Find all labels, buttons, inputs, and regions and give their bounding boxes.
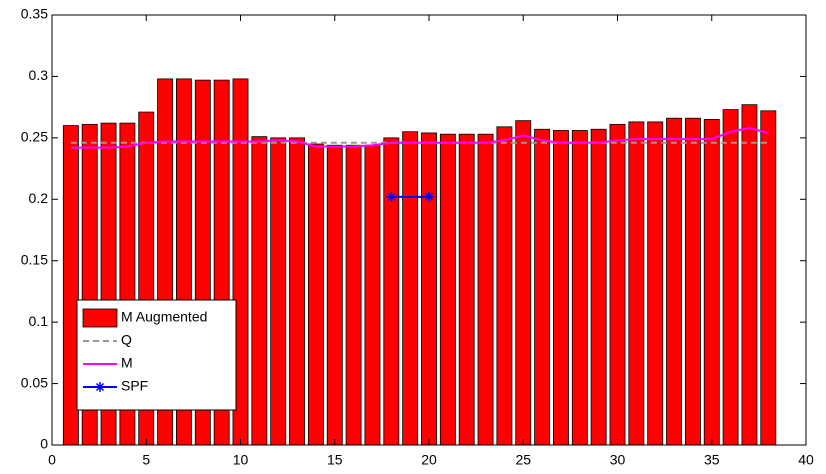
bar bbox=[402, 131, 419, 446]
bar bbox=[496, 126, 513, 446]
x-tick-label: 35 bbox=[704, 452, 720, 468]
bar bbox=[760, 110, 777, 446]
y-tick-label: 0.3 bbox=[29, 67, 49, 83]
bar bbox=[458, 133, 475, 446]
bar bbox=[326, 144, 343, 446]
bar bbox=[62, 125, 79, 446]
bar bbox=[703, 119, 720, 446]
marker bbox=[386, 191, 397, 202]
y-tick-label: 0.35 bbox=[21, 6, 48, 22]
bar bbox=[628, 121, 645, 446]
bar bbox=[741, 104, 758, 446]
bar bbox=[289, 137, 305, 446]
y-tick-label: 0.05 bbox=[21, 374, 48, 390]
bar bbox=[251, 136, 268, 446]
y-tick-label: 0.2 bbox=[29, 190, 49, 206]
x-tick-label: 25 bbox=[515, 452, 531, 468]
x-tick-label: 20 bbox=[421, 452, 437, 468]
bar bbox=[534, 128, 551, 446]
bar bbox=[571, 130, 588, 446]
bar bbox=[477, 133, 494, 446]
marker bbox=[424, 191, 434, 202]
legend: M Augmented QM SPF bbox=[76, 299, 237, 411]
bar bbox=[590, 128, 607, 446]
x-tick-label: 15 bbox=[327, 452, 343, 468]
x-tick-label: 30 bbox=[610, 452, 626, 468]
legend-label: M bbox=[121, 355, 133, 371]
x-tick-label: 0 bbox=[48, 452, 56, 468]
x-tick-label: 10 bbox=[233, 452, 249, 468]
bar bbox=[345, 144, 362, 446]
x-tick-label: 40 bbox=[798, 452, 814, 468]
legend-label: Q bbox=[121, 332, 132, 348]
bar bbox=[684, 117, 701, 446]
bar bbox=[666, 117, 682, 446]
legend-label: M Augmented bbox=[121, 309, 207, 325]
legend-swatch bbox=[82, 308, 118, 328]
bar bbox=[364, 144, 381, 446]
y-tick-label: 0 bbox=[40, 436, 48, 452]
legend-marker bbox=[95, 382, 105, 392]
bar bbox=[307, 143, 324, 446]
y-tick-label: 0.25 bbox=[21, 129, 48, 145]
bar bbox=[439, 133, 456, 446]
legend-label: SPF bbox=[121, 378, 148, 394]
bar bbox=[383, 137, 400, 446]
x-tick-label: 5 bbox=[142, 452, 150, 468]
bar bbox=[270, 137, 287, 446]
bar bbox=[647, 121, 664, 446]
bar bbox=[722, 109, 739, 446]
bar bbox=[515, 120, 532, 446]
line bbox=[70, 127, 769, 149]
y-tick-label: 0.1 bbox=[29, 313, 49, 329]
bar bbox=[553, 130, 569, 446]
y-tick-label: 0.15 bbox=[21, 251, 48, 267]
bar bbox=[421, 132, 437, 446]
bar bbox=[609, 123, 626, 446]
